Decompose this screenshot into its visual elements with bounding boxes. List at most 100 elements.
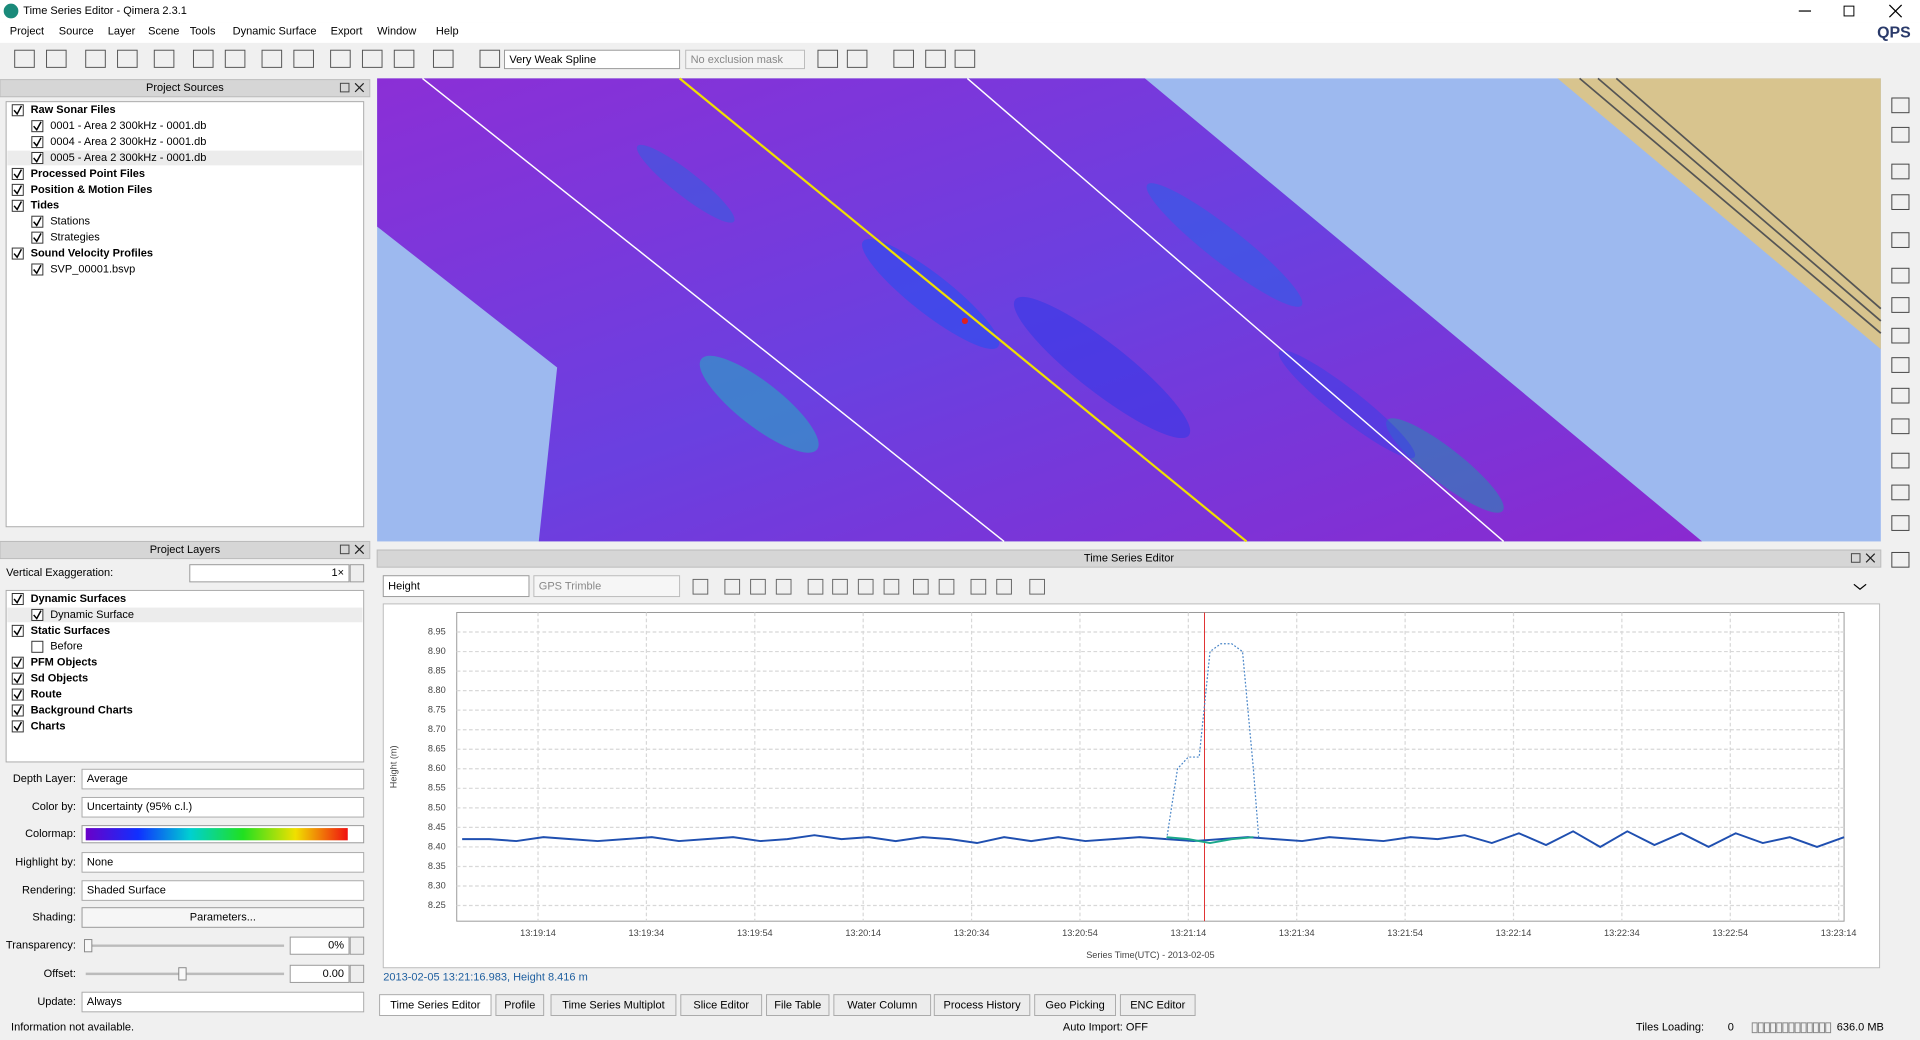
toolbar-button[interactable] [361, 49, 383, 68]
maximize-button[interactable] [1843, 5, 1855, 17]
tree-item[interactable]: Background Charts [31, 704, 133, 716]
ve-input[interactable] [189, 564, 350, 583]
side-button[interactable] [1891, 327, 1910, 344]
parameters-button[interactable] [81, 907, 365, 928]
checkbox[interactable] [31, 608, 44, 621]
source-value[interactable]: Height [388, 581, 420, 593]
checkbox[interactable] [31, 215, 44, 228]
menu-item[interactable]: Tools [190, 26, 216, 38]
checkbox[interactable] [11, 199, 24, 212]
close-button[interactable] [354, 82, 365, 93]
spinner[interactable] [349, 964, 365, 983]
tree-item[interactable]: 0005 - Area 2 300kHz - 0001.db [50, 152, 206, 164]
menu-item[interactable]: Help [436, 26, 459, 38]
checkbox[interactable] [11, 247, 24, 260]
float-button[interactable] [339, 82, 350, 93]
checkbox[interactable] [11, 688, 24, 701]
tab-label[interactable]: Profile [504, 1000, 535, 1012]
tab-label[interactable]: ENC Editor [1130, 1000, 1185, 1012]
ts-tool[interactable] [807, 578, 824, 595]
menu-item[interactable]: Scene [148, 26, 179, 38]
side-button[interactable] [1891, 515, 1910, 531]
checkbox[interactable] [31, 152, 44, 165]
ts-tool[interactable] [750, 578, 766, 595]
menu-item[interactable]: Project [10, 26, 44, 38]
tree-item[interactable]: Route [31, 688, 62, 700]
checkbox[interactable] [11, 704, 24, 717]
side-button[interactable] [1891, 452, 1910, 469]
ts-tool[interactable] [883, 578, 900, 595]
ts-tool[interactable] [724, 578, 741, 595]
checkbox[interactable] [31, 136, 44, 149]
tree-item[interactable]: Processed Point Files [31, 168, 145, 180]
property-value[interactable]: Average [87, 773, 128, 785]
toolbar-button[interactable] [479, 49, 501, 68]
side-button[interactable] [1891, 232, 1910, 248]
toolbar-button[interactable] [817, 49, 839, 68]
checkbox[interactable] [31, 640, 44, 653]
ts-tool[interactable] [912, 578, 929, 595]
combo-box[interactable] [81, 796, 365, 818]
property-value[interactable]: None [87, 856, 113, 868]
tab[interactable] [680, 994, 763, 1016]
tab-label[interactable]: Process History [943, 1000, 1021, 1012]
mask-combo[interactable] [685, 49, 805, 70]
float-button[interactable] [339, 544, 350, 555]
menu-item[interactable]: Layer [108, 26, 136, 38]
tab-label[interactable]: Geo Picking [1045, 1000, 1104, 1012]
slider-handle[interactable] [84, 939, 93, 953]
toolbar-button[interactable] [925, 49, 946, 68]
tab[interactable] [550, 994, 677, 1016]
close-button[interactable] [354, 544, 365, 555]
tree-item[interactable]: Tides [31, 200, 60, 212]
tree-item[interactable]: Static Surfaces [31, 625, 111, 637]
checkbox[interactable] [31, 120, 44, 133]
tab[interactable] [495, 994, 545, 1016]
side-button[interactable] [1891, 267, 1910, 284]
toolbar-button[interactable] [85, 49, 106, 68]
tab[interactable] [379, 994, 492, 1016]
property-value[interactable]: Shaded Surface [87, 884, 166, 896]
ts-tool[interactable] [692, 578, 709, 595]
toolbar-button[interactable] [393, 49, 415, 68]
side-button[interactable] [1891, 418, 1910, 435]
combo-box[interactable] [81, 880, 365, 901]
toolbar-button[interactable] [261, 49, 283, 68]
side-button[interactable] [1891, 194, 1910, 210]
float-button[interactable] [1850, 553, 1861, 563]
ts-tool[interactable] [970, 578, 987, 595]
toolbar-button[interactable] [117, 49, 138, 68]
sensor-combo[interactable] [533, 575, 681, 598]
side-button[interactable] [1891, 297, 1910, 313]
checkbox[interactable] [31, 263, 44, 276]
tree-item[interactable]: Position & Motion Files [31, 184, 153, 196]
menu-item[interactable]: Source [59, 26, 94, 38]
toolbar-button[interactable] [192, 49, 214, 68]
toolbar-button[interactable] [14, 49, 35, 68]
combo-box[interactable] [81, 768, 365, 790]
spin-input[interactable] [289, 936, 350, 955]
tab[interactable] [933, 994, 1031, 1016]
toolbar-button[interactable] [846, 49, 868, 68]
toolbar-button[interactable] [954, 49, 976, 68]
toolbar-button[interactable] [330, 49, 351, 68]
tab[interactable] [1034, 994, 1116, 1016]
tab-label[interactable]: Time Series Multiplot [562, 1000, 664, 1012]
toolbar-button[interactable] [293, 49, 314, 68]
tab-label[interactable]: Time Series Editor [390, 1000, 481, 1012]
tree-item[interactable]: SVP_00001.bsvp [50, 263, 135, 275]
checkbox[interactable] [31, 231, 44, 244]
tab[interactable] [766, 994, 830, 1016]
toolbar-button[interactable] [893, 49, 914, 68]
side-button[interactable] [1891, 163, 1910, 180]
ts-tool[interactable] [857, 578, 874, 595]
tree-item[interactable]: 0001 - Area 2 300kHz - 0001.db [50, 120, 206, 132]
tree-item[interactable]: Stations [50, 216, 90, 228]
checkbox[interactable] [11, 167, 24, 180]
tab[interactable] [833, 994, 932, 1016]
source-combo[interactable] [382, 575, 530, 598]
tree-item[interactable]: Sd Objects [31, 673, 89, 685]
tab[interactable] [1119, 994, 1196, 1016]
property-value[interactable]: Uncertainty (95% c.l.) [87, 801, 192, 813]
toolbar-button[interactable] [224, 49, 246, 68]
